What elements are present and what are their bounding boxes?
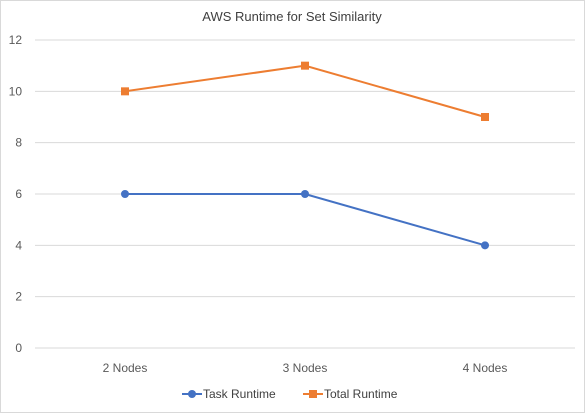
series-line-task-runtime: [125, 193, 486, 247]
y-tick-label: 6: [15, 187, 22, 201]
y-tick-label: 12: [9, 33, 23, 47]
legend-marker-task-runtime: [188, 390, 196, 398]
data-point-total-runtime: [121, 87, 129, 96]
x-axis-ticks: 2 Nodes 3 Nodes 4 Nodes: [103, 361, 508, 375]
x-tick-label: 2 Nodes: [103, 361, 148, 375]
data-point-task-runtime: [121, 190, 129, 198]
x-tick-label: 4 Nodes: [463, 361, 508, 375]
x-tick-label: 3 Nodes: [283, 361, 328, 375]
data-point-task-runtime: [301, 190, 309, 198]
y-tick-label: 0: [15, 341, 22, 355]
data-point-task-runtime: [481, 241, 489, 250]
legend-marker-total-runtime: [309, 390, 317, 398]
data-point-total-runtime: [301, 61, 309, 70]
y-tick-label: 2: [15, 290, 22, 304]
y-tick-label: 10: [9, 84, 23, 98]
legend-label-total-runtime: Total Runtime: [324, 387, 398, 401]
data-point-total-runtime: [481, 113, 489, 121]
gridlines: [35, 39, 575, 349]
y-axis-ticks: 0 2 4 6 8 10 12: [9, 33, 23, 355]
legend-label-task-runtime: Task Runtime: [203, 387, 276, 401]
series-group: [121, 61, 489, 250]
legend: Task Runtime Total Runtime: [182, 387, 398, 401]
y-tick-label: 8: [15, 136, 22, 150]
y-tick-label: 4: [15, 238, 22, 252]
chart-title: AWS Runtime for Set Similarity: [202, 9, 382, 24]
